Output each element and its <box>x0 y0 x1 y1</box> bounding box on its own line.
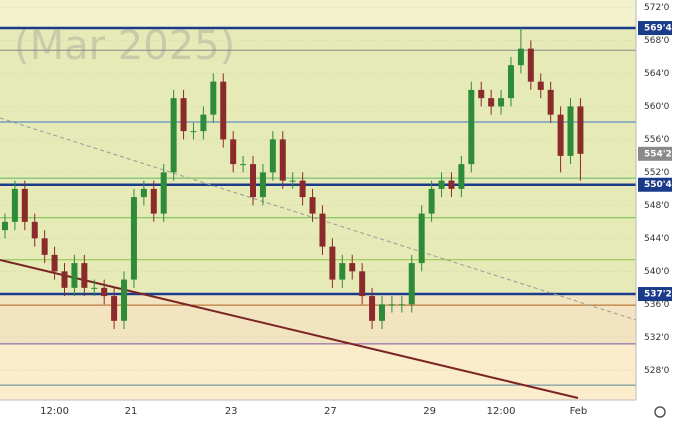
candle-body <box>577 106 584 154</box>
price-tag <box>638 287 672 302</box>
price-tag-label: 554'2 <box>644 149 672 159</box>
y-tick-label: 536'0 <box>644 300 670 310</box>
candle-body <box>101 287 108 297</box>
price-tag-label: 569'4 <box>644 24 672 34</box>
x-tick-label: 12:00 <box>40 406 69 417</box>
candle-body <box>438 180 445 189</box>
candle-body <box>180 98 187 132</box>
candle-body <box>488 98 495 107</box>
price-tag <box>638 177 672 192</box>
y-tick-label: 560'0 <box>644 102 670 112</box>
candle-body <box>1 221 8 231</box>
candle-body <box>91 287 98 289</box>
candle-body <box>269 139 276 173</box>
candle-body <box>11 188 18 222</box>
candle-body <box>527 48 534 82</box>
candle-body <box>448 180 455 189</box>
watermark: (Mar 2025) <box>14 23 235 69</box>
zone-bottom <box>0 343 636 400</box>
candle-body <box>378 304 385 321</box>
candle-body <box>190 131 197 133</box>
candle-body <box>200 114 207 132</box>
y-tick-label: 528'0 <box>644 366 670 376</box>
candle-body <box>458 164 465 189</box>
candle-body <box>160 172 167 214</box>
trend-line <box>0 117 637 321</box>
candle-body <box>170 98 177 173</box>
candle-body <box>319 213 326 247</box>
candle-body <box>537 81 544 90</box>
candle-body <box>359 271 366 297</box>
y-tick-label: 572'0 <box>644 3 670 13</box>
x-tick-label: 27 <box>324 406 337 417</box>
candle-body <box>398 304 405 306</box>
candle-body <box>140 188 147 198</box>
zone-lower <box>0 293 636 343</box>
candle-body <box>121 279 128 321</box>
y-tick-label: 568'0 <box>644 36 670 46</box>
candle-body <box>279 139 286 181</box>
candle-body <box>250 164 257 198</box>
candle-body <box>408 263 415 305</box>
x-tick-label: 23 <box>225 406 238 417</box>
candle-body <box>567 106 574 156</box>
candle-body <box>220 81 227 140</box>
candle-body <box>388 304 395 306</box>
candle-body <box>349 263 356 272</box>
candle-body <box>240 164 247 166</box>
candle-body <box>428 188 435 214</box>
y-tick-label: 540'0 <box>644 267 670 277</box>
x-axis-bg <box>0 400 636 424</box>
candle-body <box>517 48 524 66</box>
candle-body <box>51 254 58 272</box>
candle-body <box>289 180 296 182</box>
price-tag-label: 537'2 <box>644 290 672 300</box>
y-tick-label: 532'0 <box>644 333 670 343</box>
y-axis-bg <box>636 0 680 424</box>
candle-body <box>130 197 137 280</box>
candle-body <box>339 263 346 280</box>
candle-body <box>111 296 118 321</box>
y-tick-label: 544'0 <box>644 234 670 244</box>
candle-body <box>61 271 68 288</box>
candle-body <box>468 89 475 165</box>
candle-body <box>210 81 217 115</box>
candle-body <box>418 213 425 264</box>
candle-body <box>507 65 514 99</box>
settings-icon[interactable] <box>654 406 666 418</box>
x-tick-label: 29 <box>423 406 436 417</box>
candle-body <box>31 221 38 239</box>
y-tick-label: 564'0 <box>644 69 670 79</box>
price-tag <box>638 146 672 161</box>
candle-body <box>150 188 157 214</box>
x-tick-label: Feb <box>570 406 588 417</box>
candle-body <box>71 263 78 288</box>
candle-body <box>478 89 485 99</box>
candle-body <box>299 180 306 198</box>
candle-body <box>329 246 336 280</box>
y-tick-label: 556'0 <box>644 135 670 145</box>
candle-body <box>309 197 316 214</box>
candle-body <box>259 172 266 198</box>
y-tick-label: 548'0 <box>644 201 670 211</box>
candle-body <box>498 98 505 107</box>
candle-body <box>547 89 554 115</box>
x-tick-label: 12:00 <box>487 406 516 417</box>
price-tag-label: 550'4 <box>644 180 672 190</box>
candle-body <box>369 296 376 321</box>
candle-body <box>41 238 48 255</box>
candle-body <box>230 139 237 165</box>
y-tick-label: 552'0 <box>644 168 670 178</box>
price-tag <box>638 21 672 36</box>
candle-body <box>557 114 564 156</box>
trend-line <box>0 259 579 399</box>
x-tick-label: 21 <box>125 406 138 417</box>
candle-body <box>81 263 88 288</box>
candle-body <box>21 188 28 222</box>
